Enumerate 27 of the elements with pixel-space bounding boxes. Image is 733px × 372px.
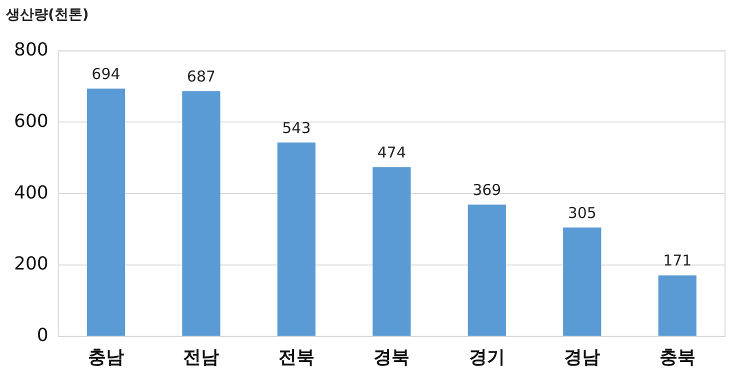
x-tick-label: 경기 (468, 346, 505, 368)
data-label: 369 (472, 181, 502, 200)
bar (182, 91, 220, 336)
data-label: 305 (568, 204, 596, 222)
y-tick-label: 200 (14, 254, 48, 275)
bar (277, 142, 316, 336)
bar (372, 167, 411, 336)
bar (468, 204, 506, 336)
data-label: 171 (663, 252, 692, 270)
bar (658, 275, 696, 336)
data-label: 543 (282, 118, 311, 137)
y-tick-label: 400 (14, 182, 48, 204)
data-label: 474 (377, 144, 406, 162)
y-axis-title: 생산량(천톤) (6, 6, 89, 24)
x-tick-label: 충남 (88, 346, 124, 368)
bar (86, 88, 126, 336)
x-tick-label: 경남 (564, 346, 600, 368)
bar (563, 228, 602, 336)
y-tick-label: 800 (14, 39, 48, 60)
data-label: 687 (186, 68, 216, 86)
data-label: 694 (92, 65, 120, 84)
y-tick-label: 600 (14, 110, 48, 132)
y-tick-label: 0 (36, 325, 48, 346)
x-tick-label: 경북 (374, 346, 410, 368)
x-tick-label: 전남 (183, 346, 220, 368)
x-tick-label: 충북 (659, 346, 696, 368)
x-tick-label: 전북 (278, 346, 314, 368)
